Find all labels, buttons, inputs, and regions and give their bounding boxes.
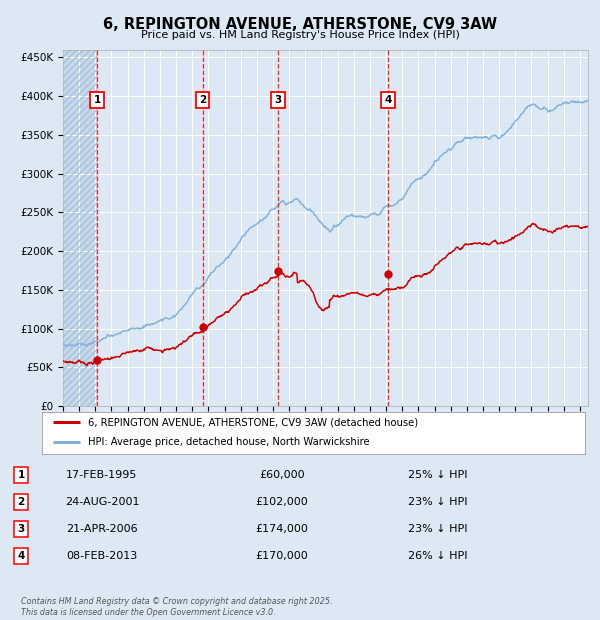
Text: 3: 3 <box>17 525 25 534</box>
Text: Contains HM Land Registry data © Crown copyright and database right 2025.
This d: Contains HM Land Registry data © Crown c… <box>21 598 332 617</box>
Text: 1: 1 <box>94 95 101 105</box>
Text: 21-APR-2006: 21-APR-2006 <box>66 525 138 534</box>
Text: 2: 2 <box>199 95 206 105</box>
Text: £174,000: £174,000 <box>256 525 308 534</box>
Text: 6, REPINGTON AVENUE, ATHERSTONE, CV9 3AW (detached house): 6, REPINGTON AVENUE, ATHERSTONE, CV9 3AW… <box>88 417 418 427</box>
Text: 3: 3 <box>274 95 281 105</box>
Text: £170,000: £170,000 <box>256 551 308 561</box>
Text: 2: 2 <box>17 497 25 507</box>
Text: 4: 4 <box>384 95 392 105</box>
Text: Price paid vs. HM Land Registry's House Price Index (HPI): Price paid vs. HM Land Registry's House … <box>140 30 460 40</box>
Text: 23% ↓ HPI: 23% ↓ HPI <box>408 525 468 534</box>
Bar <box>63 50 97 406</box>
Text: 25% ↓ HPI: 25% ↓ HPI <box>408 471 468 480</box>
Text: 6, REPINGTON AVENUE, ATHERSTONE, CV9 3AW: 6, REPINGTON AVENUE, ATHERSTONE, CV9 3AW <box>103 17 497 32</box>
Text: 24-AUG-2001: 24-AUG-2001 <box>65 497 139 507</box>
Text: HPI: Average price, detached house, North Warwickshire: HPI: Average price, detached house, Nort… <box>88 437 370 447</box>
Text: 1: 1 <box>17 471 25 480</box>
Text: £102,000: £102,000 <box>256 497 308 507</box>
Text: 26% ↓ HPI: 26% ↓ HPI <box>408 551 468 561</box>
Text: 23% ↓ HPI: 23% ↓ HPI <box>408 497 468 507</box>
Text: 08-FEB-2013: 08-FEB-2013 <box>67 551 137 561</box>
Text: £60,000: £60,000 <box>259 471 305 480</box>
Text: 17-FEB-1995: 17-FEB-1995 <box>67 471 137 480</box>
Text: 4: 4 <box>17 551 25 561</box>
Bar <box>63 50 97 406</box>
